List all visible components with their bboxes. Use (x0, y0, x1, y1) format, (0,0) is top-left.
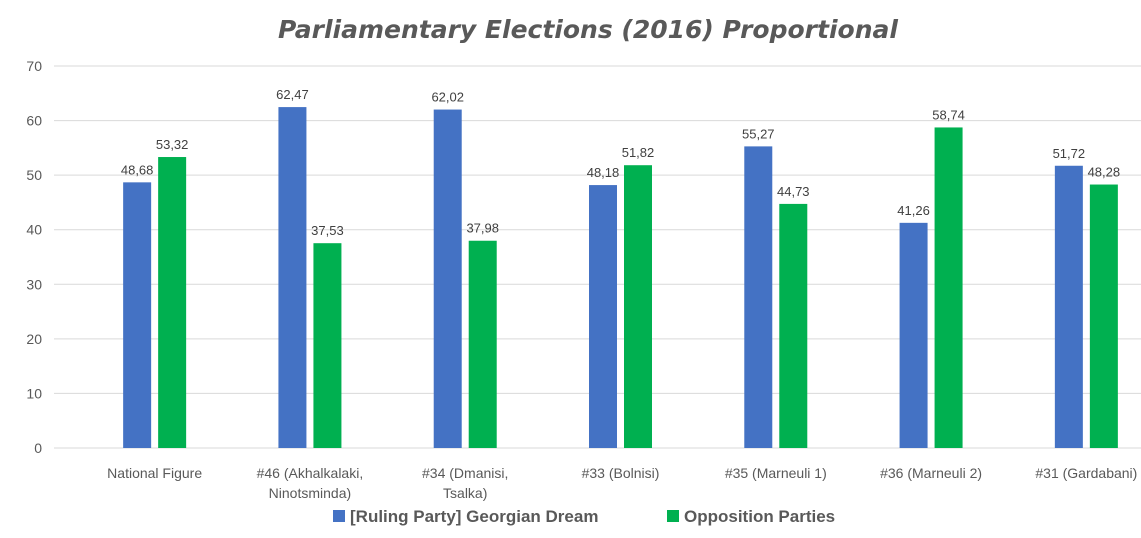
bars (123, 107, 1118, 449)
bar-ruling (744, 146, 773, 448)
bar-opposition (468, 240, 497, 448)
bar-ruling (123, 182, 152, 448)
data-label: 37,53 (311, 223, 344, 238)
x-category-label: #31 (Gardabani) (1035, 465, 1137, 481)
data-label: 48,18 (587, 165, 620, 180)
bar-opposition (313, 243, 342, 448)
y-tick-label: 0 (34, 440, 42, 456)
data-label: 48,28 (1088, 165, 1121, 180)
data-label: 51,72 (1053, 146, 1086, 161)
legend-swatch-ruling (333, 510, 345, 522)
bar-opposition (779, 203, 808, 448)
y-tick-label: 20 (26, 331, 42, 347)
x-category-label: #34 (Dmanisi, (422, 465, 508, 481)
bar-opposition (934, 127, 963, 449)
x-category-label: #35 (Marneuli 1) (725, 465, 827, 481)
legend-label: Opposition Parties (684, 507, 835, 526)
bar-ruling (899, 222, 928, 448)
y-tick-label: 70 (26, 58, 42, 74)
y-axis-ticks: 0 10 20 30 40 50 60 70 (26, 58, 42, 456)
x-axis-categories: National Figure #46 (Akhalkalaki, Ninotsmi… (107, 465, 1137, 501)
bar-opposition (158, 157, 187, 448)
bar-ruling (278, 107, 307, 448)
x-category-label: #46 (Akhalkalaki, (257, 465, 364, 481)
x-category-label: National Figure (107, 465, 202, 481)
data-label: 41,26 (897, 203, 930, 218)
bar-opposition (624, 165, 652, 448)
y-tick-label: 30 (26, 276, 42, 292)
legend-swatch-opposition (667, 510, 679, 522)
chart-title: Parliamentary Elections (2016) Proportio… (278, 15, 898, 44)
x-category-label: Ninotsminda) (269, 485, 351, 501)
y-tick-label: 40 (26, 222, 42, 238)
bar-ruling (589, 185, 617, 448)
data-label: 58,74 (932, 107, 965, 122)
y-tick-label: 50 (26, 167, 42, 183)
x-category-label: Tsalka) (443, 485, 487, 501)
data-label: 62,02 (431, 90, 464, 105)
bar-ruling (433, 109, 462, 448)
legend: [Ruling Party] Georgian Dream Opposition … (333, 507, 835, 526)
data-label: 37,98 (466, 221, 499, 236)
data-label: 48,68 (121, 162, 154, 177)
data-label: 44,73 (777, 184, 810, 199)
bar-opposition (1089, 184, 1118, 448)
data-label: 55,27 (742, 126, 775, 141)
y-tick-label: 10 (26, 385, 42, 401)
bar-ruling (1054, 165, 1083, 448)
data-label: 62,47 (276, 87, 309, 102)
legend-label: [Ruling Party] Georgian Dream (350, 507, 598, 526)
x-category-label: #36 (Marneuli 2) (880, 465, 982, 481)
x-category-label: #33 (Bolnisi) (582, 465, 660, 481)
data-label: 53,32 (156, 137, 189, 152)
y-tick-label: 60 (26, 113, 42, 129)
data-label: 51,82 (622, 145, 655, 160)
